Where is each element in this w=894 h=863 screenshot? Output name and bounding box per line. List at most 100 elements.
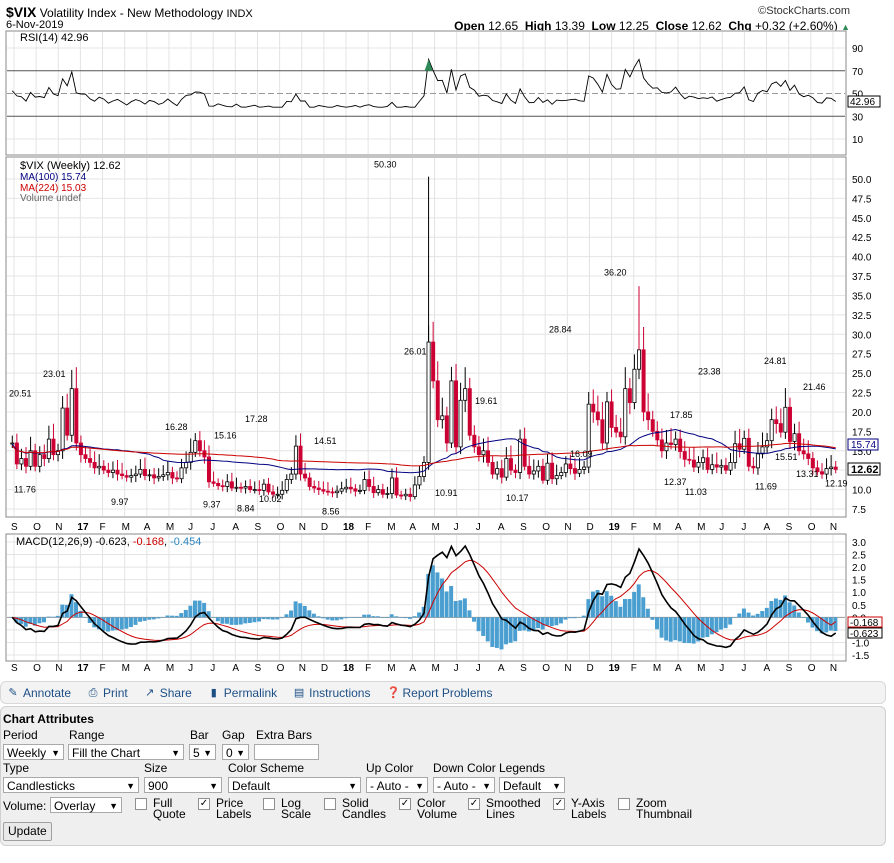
size-select[interactable]: 900 ▼ (144, 777, 222, 793)
candle-body (165, 472, 170, 476)
x-tick-label: O (542, 522, 550, 533)
open-value: 12.65 (488, 19, 519, 33)
period-select[interactable]: Weekly ▼ (3, 744, 64, 760)
bar-label: Bar (190, 728, 209, 742)
x-tick-label: O (33, 522, 41, 533)
macd-histogram-bar (664, 617, 669, 641)
macd-histogram-bar (659, 617, 664, 638)
color-volume-checkbox[interactable]: ✓ (399, 798, 411, 810)
legends-select[interactable]: Default ▼ (499, 777, 565, 793)
macd-histogram-bar (78, 610, 83, 618)
stock-chart[interactable]: SSOONN1717FFMMAAMMJJJJAASSOONNDD1818FFMM… (0, 0, 894, 680)
bar-select[interactable]: 5 ▼ (189, 744, 216, 760)
smoothed-lines-checkbox[interactable]: ✓ (468, 798, 480, 810)
candle-body (472, 434, 477, 448)
price-axis-label: 20.0 (852, 408, 872, 419)
log-scale-checkbox[interactable] (263, 798, 275, 810)
annotate-link[interactable]: ✎ Annotate (7, 686, 71, 700)
x-tick-label: A (498, 522, 505, 533)
macd-histogram-bar (380, 617, 385, 618)
x-tick-label: N (830, 522, 837, 533)
down-color-select[interactable]: - Auto - ▼ (433, 777, 495, 793)
chevron-down-icon: ▼ (415, 781, 424, 791)
signal-line (12, 559, 837, 641)
candle-body (490, 462, 495, 475)
solid-candles-label: Solid Candles (342, 797, 386, 820)
volume-select[interactable]: Overlay ▼ (50, 797, 122, 813)
macd-histogram-bar (60, 604, 65, 618)
candle-body (133, 473, 138, 477)
share-link[interactable]: ↗ Share (144, 686, 192, 700)
candle-body (714, 464, 719, 468)
candle-body (463, 388, 468, 401)
candle-body (765, 440, 770, 448)
x-tick-label-macd: A (144, 663, 151, 674)
stockcharts-logo[interactable]: ©StockCharts.com (758, 5, 850, 17)
candle-body (170, 472, 175, 479)
macd-histogram-bar (526, 617, 531, 632)
bar-value: 5 (193, 746, 200, 760)
full-quote-checkbox[interactable] (135, 798, 147, 810)
candle-body (769, 419, 774, 442)
price-annotation: 16.28 (165, 422, 188, 432)
instructions-link[interactable]: ▤ Instructions (293, 686, 371, 700)
candle-body (344, 486, 349, 490)
solid-candles-checkbox[interactable] (324, 798, 336, 810)
update-button[interactable]: Update (3, 822, 52, 841)
candle-body (28, 450, 33, 467)
macd-axis-label: 1.0 (852, 588, 866, 599)
x-tick-label-macd: N (55, 663, 62, 674)
rsi-axis-label: 30 (852, 112, 864, 123)
permalink-label: Permalink (223, 685, 278, 700)
candle-body (412, 484, 417, 497)
macd-histogram-bar (563, 617, 568, 620)
macd-histogram-bar (385, 617, 390, 618)
candle-body (559, 472, 564, 477)
macd-histogram-bar (307, 610, 312, 618)
bookmark-icon: ▮ (210, 686, 217, 699)
x-tick-label: N (299, 522, 306, 533)
candle-body (723, 465, 728, 471)
signal-tag-text: -0.168 (850, 618, 879, 629)
candle-body (10, 442, 15, 445)
price-labels-checkbox[interactable]: ✓ (198, 798, 210, 810)
macd-histogram-bar (357, 617, 362, 618)
chevron-down-icon: ▼ (203, 748, 212, 758)
macd-histogram-bar (536, 617, 541, 629)
macd-histogram-bar (96, 617, 101, 630)
type-select[interactable]: Candlesticks ▼ (3, 777, 139, 793)
macd-histogram-bar (362, 614, 367, 618)
macd-histogram-bar (499, 617, 504, 650)
macd-histogram-bar (696, 617, 701, 642)
range-select[interactable]: Fill the Chart ▼ (68, 744, 184, 760)
macd-value: -0.623 (95, 536, 126, 548)
macd-histogram-bar (732, 617, 737, 618)
candle-body (522, 438, 527, 467)
macd-axis-label: 0.5 (852, 601, 866, 612)
candle-body (486, 450, 491, 463)
macd-histogram-bar (398, 617, 403, 618)
up-color-select[interactable]: - Auto - ▼ (366, 777, 428, 793)
annotate-label: Annotate (23, 685, 72, 700)
price-axis-label: 37.5 (852, 272, 872, 283)
candle-body (426, 341, 431, 463)
candle-body (815, 467, 820, 473)
candle-body (691, 459, 696, 468)
x-tick-label-macd: F (631, 663, 637, 674)
macd-histogram-bar (284, 614, 289, 618)
candle-body (540, 465, 545, 481)
candle-body (380, 489, 385, 495)
macd-histogram-bar (769, 601, 774, 618)
price-annotation: 11.03 (685, 487, 707, 497)
y-axis-labels-checkbox[interactable]: ✓ (553, 798, 565, 810)
print-link[interactable]: ⎙ Print (87, 686, 128, 700)
report-problems-link[interactable]: ❓ Report Problems (386, 686, 492, 700)
extra-bars-input[interactable] (254, 744, 319, 760)
gap-select[interactable]: 0 ▼ (222, 744, 249, 760)
color-scheme-select[interactable]: Default ▼ (228, 777, 361, 793)
log-scale-label-1: Log (281, 796, 302, 810)
permalink-link[interactable]: ▮ Permalink (208, 686, 277, 700)
price-annotation: 23.01 (43, 369, 66, 379)
zoom-thumbnail-checkbox[interactable] (618, 798, 630, 810)
x-tick-label: J (188, 522, 193, 533)
